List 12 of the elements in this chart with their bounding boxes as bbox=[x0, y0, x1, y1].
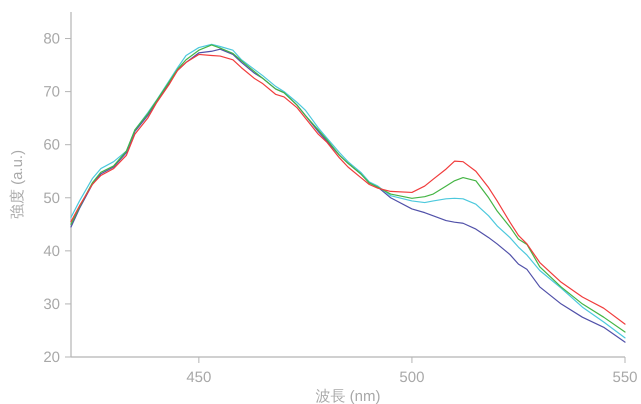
y-tick-label: 30 bbox=[43, 296, 60, 313]
y-axis-title: 強度 (a.u.) bbox=[9, 150, 26, 220]
x-tick-label: 500 bbox=[399, 369, 424, 386]
y-tick-label: 50 bbox=[43, 190, 60, 207]
y-tick-label: 70 bbox=[43, 84, 60, 101]
y-tick-label: 80 bbox=[43, 30, 60, 48]
x-tick-label: 450 bbox=[186, 369, 212, 386]
y-tick-label: 20 bbox=[43, 349, 60, 366]
y-tick-label: 60 bbox=[43, 136, 60, 154]
y-tick-label: 40 bbox=[43, 242, 60, 260]
x-tick-label: 550 bbox=[612, 369, 638, 386]
x-axis-title: 波長 (nm) bbox=[316, 388, 380, 404]
